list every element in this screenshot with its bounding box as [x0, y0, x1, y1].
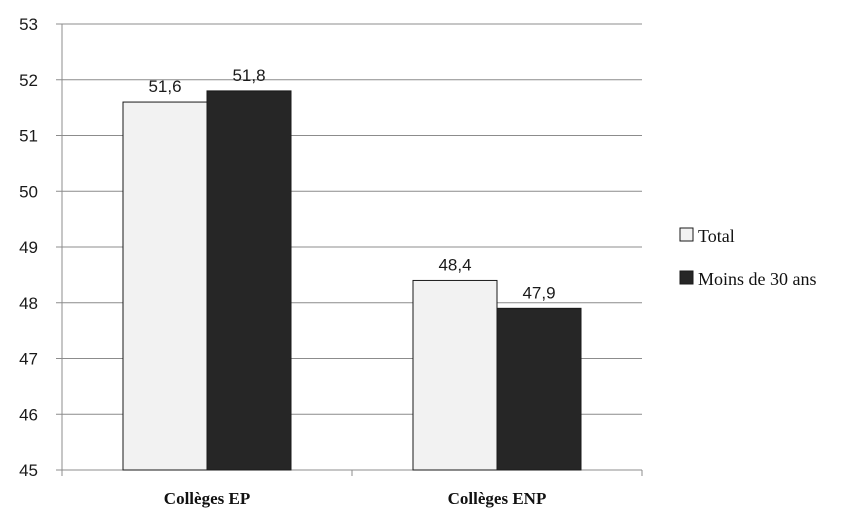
legend-swatch	[679, 227, 694, 242]
y-tick-label: 50	[19, 182, 38, 201]
y-tick-label: 45	[19, 461, 38, 480]
legend: Total Moins de 30 ans	[679, 226, 817, 289]
bar	[122, 101, 208, 471]
y-tick-label: 49	[19, 238, 38, 257]
data-label: 51,8	[232, 66, 265, 85]
y-tick-label: 51	[19, 127, 38, 146]
data-label: 51,6	[148, 77, 181, 96]
legend-swatch	[679, 270, 694, 285]
y-tick-label: 47	[19, 350, 38, 369]
y-tick-label: 52	[19, 71, 38, 90]
y-tick-label: 46	[19, 405, 38, 424]
y-tick-label: 48	[19, 294, 38, 313]
x-tick-label: Collèges EP	[164, 489, 250, 508]
bar	[206, 90, 292, 471]
x-tick-label: Collèges ENP	[448, 489, 547, 508]
bar	[496, 307, 582, 471]
axes: 45 46 47 48 49 50 51 52 53 Collèges EP Collèges EN…	[19, 15, 643, 508]
data-label: 47,9	[522, 283, 555, 302]
data-label: 48,4	[438, 255, 471, 274]
bar	[412, 279, 498, 471]
data-labels: 51,6 51,8 48,4 47,9	[148, 66, 555, 302]
y-tick-label: 53	[19, 15, 38, 34]
legend-label: Moins de 30 ans	[698, 269, 817, 289]
legend-label: Total	[698, 226, 735, 246]
bars	[122, 90, 582, 471]
